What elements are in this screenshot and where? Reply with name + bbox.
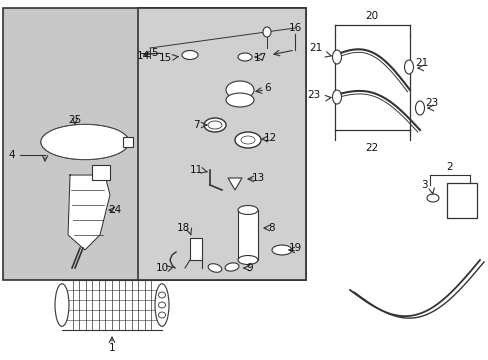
- Text: 23: 23: [425, 98, 438, 108]
- Ellipse shape: [332, 90, 341, 104]
- Ellipse shape: [224, 263, 239, 271]
- Ellipse shape: [158, 302, 165, 308]
- Ellipse shape: [158, 312, 165, 318]
- Text: 15: 15: [158, 53, 171, 63]
- Ellipse shape: [415, 101, 424, 115]
- Text: 17: 17: [253, 53, 266, 63]
- Ellipse shape: [238, 206, 258, 215]
- Polygon shape: [227, 178, 242, 190]
- Ellipse shape: [426, 194, 438, 202]
- Text: 12: 12: [263, 133, 276, 143]
- Ellipse shape: [238, 53, 251, 61]
- Text: 25: 25: [68, 115, 81, 125]
- Text: 21: 21: [309, 43, 322, 53]
- Text: 21: 21: [414, 58, 428, 68]
- Text: 1: 1: [108, 343, 115, 353]
- Text: 18: 18: [176, 223, 189, 233]
- Bar: [446, 183, 476, 218]
- Ellipse shape: [158, 292, 165, 298]
- Bar: [3, 8, 305, 280]
- Text: 2: 2: [446, 162, 452, 172]
- Bar: [92, 165, 110, 180]
- Bar: [238, 210, 258, 260]
- Ellipse shape: [155, 284, 169, 326]
- Text: 23: 23: [307, 90, 320, 100]
- Ellipse shape: [404, 60, 413, 74]
- Ellipse shape: [182, 50, 198, 59]
- Text: 11: 11: [189, 165, 202, 175]
- Bar: [190, 238, 202, 260]
- Ellipse shape: [241, 136, 254, 144]
- Ellipse shape: [203, 118, 225, 132]
- Ellipse shape: [41, 125, 129, 159]
- Ellipse shape: [263, 27, 270, 37]
- Text: 14: 14: [136, 51, 149, 61]
- Text: 20: 20: [365, 11, 378, 21]
- Ellipse shape: [41, 125, 129, 159]
- Text: 22: 22: [365, 143, 378, 153]
- Ellipse shape: [208, 264, 222, 272]
- Ellipse shape: [55, 284, 69, 326]
- Text: 19: 19: [288, 243, 301, 253]
- Text: 7: 7: [192, 120, 199, 130]
- Text: 5: 5: [151, 48, 158, 58]
- Ellipse shape: [271, 245, 291, 255]
- Text: 8: 8: [268, 223, 275, 233]
- Ellipse shape: [225, 81, 253, 99]
- Bar: [123, 137, 133, 147]
- Ellipse shape: [332, 50, 341, 64]
- Polygon shape: [68, 175, 110, 250]
- Text: 10: 10: [155, 263, 168, 273]
- Text: 4: 4: [9, 150, 15, 160]
- Text: 24: 24: [108, 205, 122, 215]
- Text: 3: 3: [420, 180, 427, 190]
- Ellipse shape: [235, 132, 261, 148]
- Ellipse shape: [238, 256, 258, 265]
- Text: 9: 9: [246, 263, 253, 273]
- Bar: [138, 8, 305, 280]
- Text: 16: 16: [288, 23, 301, 33]
- Ellipse shape: [225, 93, 253, 107]
- Ellipse shape: [207, 121, 222, 129]
- Text: 13: 13: [251, 173, 264, 183]
- Text: 6: 6: [264, 83, 271, 93]
